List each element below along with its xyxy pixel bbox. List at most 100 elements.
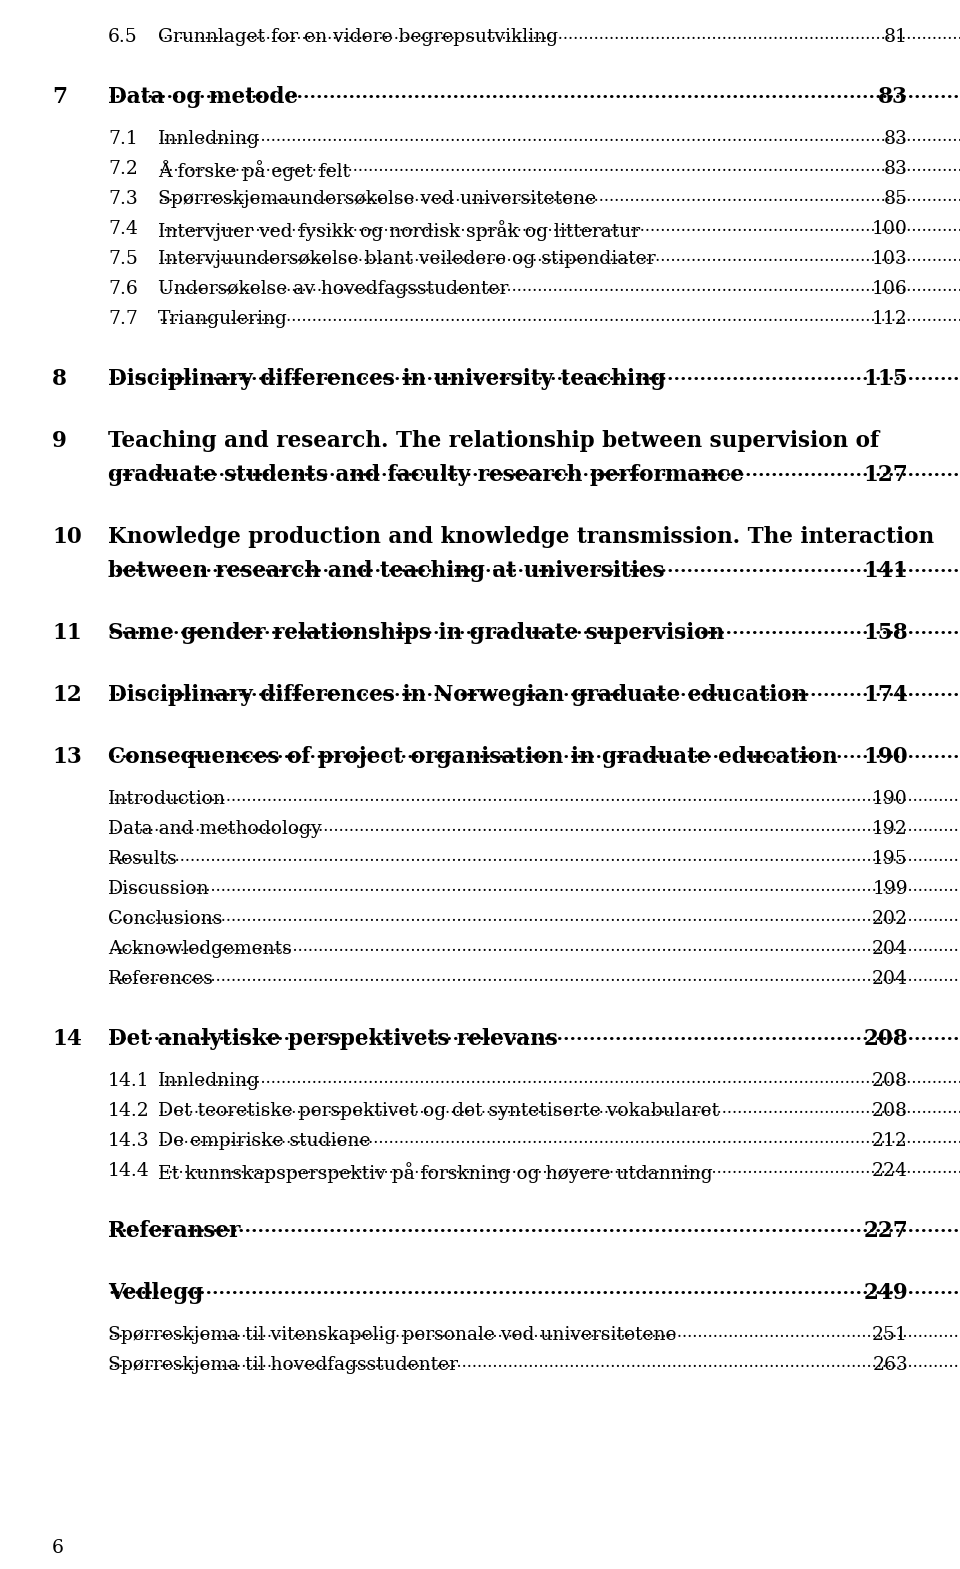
Text: Introduction: Introduction <box>108 791 226 808</box>
Text: 212: 212 <box>872 1131 908 1150</box>
Text: ................................................................................: ........................................… <box>158 25 960 42</box>
Text: 14.2: 14.2 <box>108 1101 150 1120</box>
Text: ................................................................................: ........................................… <box>108 1026 960 1043</box>
Text: Vedlegg: Vedlegg <box>108 1282 204 1304</box>
Text: 14.1: 14.1 <box>108 1072 150 1090</box>
Text: ................................................................................: ........................................… <box>108 1324 960 1340</box>
Text: ................................................................................: ........................................… <box>108 847 960 865</box>
Text: Triangulering: Triangulering <box>158 311 288 328</box>
Text: 7.1: 7.1 <box>108 130 137 147</box>
Text: 208: 208 <box>872 1101 908 1120</box>
Text: 13: 13 <box>52 745 82 767</box>
Text: 251: 251 <box>872 1326 908 1345</box>
Text: 106: 106 <box>873 279 908 298</box>
Text: 202: 202 <box>872 910 908 927</box>
Text: ................................................................................: ........................................… <box>108 1354 960 1371</box>
Text: ................................................................................: ........................................… <box>158 218 960 235</box>
Text: ................................................................................: ........................................… <box>158 1130 960 1147</box>
Text: 208: 208 <box>872 1072 908 1090</box>
Text: 14.4: 14.4 <box>108 1163 150 1180</box>
Text: 7.7: 7.7 <box>108 311 138 328</box>
Text: 9: 9 <box>52 430 67 452</box>
Text: ................................................................................: ........................................… <box>108 85 960 102</box>
Text: Et kunnskapsperspektiv på forskning og høyere utdanning: Et kunnskapsperspektiv på forskning og h… <box>158 1163 712 1183</box>
Text: ................................................................................: ........................................… <box>108 907 960 924</box>
Text: 190: 190 <box>863 745 908 767</box>
Text: 7.2: 7.2 <box>108 160 138 177</box>
Text: 81: 81 <box>884 28 908 46</box>
Text: Grunnlaget for en videre begrepsutvikling: Grunnlaget for en videre begrepsutviklin… <box>158 28 558 46</box>
Text: 83: 83 <box>884 160 908 177</box>
Text: 204: 204 <box>872 970 908 988</box>
Text: 174: 174 <box>863 684 908 706</box>
Text: 7.4: 7.4 <box>108 220 138 238</box>
Text: ................................................................................: ........................................… <box>108 1280 960 1298</box>
Text: 195: 195 <box>873 850 908 868</box>
Text: Innledning: Innledning <box>158 1072 260 1090</box>
Text: ................................................................................: ........................................… <box>158 1070 960 1087</box>
Text: ................................................................................: ........................................… <box>108 620 960 639</box>
Text: ................................................................................: ........................................… <box>108 683 960 700</box>
Text: ................................................................................: ........................................… <box>108 938 960 954</box>
Text: Same gender relationships in graduate supervision: Same gender relationships in graduate su… <box>108 621 724 643</box>
Text: 7: 7 <box>52 86 67 108</box>
Text: Data og metode: Data og metode <box>108 86 298 108</box>
Text: ................................................................................: ........................................… <box>108 877 960 894</box>
Text: 7.5: 7.5 <box>108 249 138 268</box>
Text: graduate students and faculty research performance: graduate students and faculty research p… <box>108 464 744 486</box>
Text: Results: Results <box>108 850 178 868</box>
Text: Intervjuer ved fysikk og nordisk språk og litteratur: Intervjuer ved fysikk og nordisk språk o… <box>158 220 640 242</box>
Text: 10: 10 <box>52 526 82 548</box>
Text: 12: 12 <box>52 684 82 706</box>
Text: Spørreskjema til vitenskapelig personale ved universitetene: Spørreskjema til vitenskapelig personale… <box>108 1326 677 1345</box>
Text: 224: 224 <box>872 1163 908 1180</box>
Text: Å forske på eget felt: Å forske på eget felt <box>158 160 350 180</box>
Text: Det analytiske perspektivets relevans: Det analytiske perspektivets relevans <box>108 1028 558 1050</box>
Text: 199: 199 <box>873 880 908 897</box>
Text: 103: 103 <box>873 249 908 268</box>
Text: ................................................................................: ........................................… <box>108 461 960 480</box>
Text: ................................................................................: ........................................… <box>108 817 960 835</box>
Text: Referanser: Referanser <box>108 1221 240 1243</box>
Text: ................................................................................: ........................................… <box>108 968 960 985</box>
Text: 227: 227 <box>863 1221 908 1243</box>
Text: 249: 249 <box>863 1282 908 1304</box>
Text: Intervjuundersøkelse blant veiledere og stipendiater: Intervjuundersøkelse blant veiledere og … <box>158 249 656 268</box>
Text: ................................................................................: ........................................… <box>108 559 960 576</box>
Text: 127: 127 <box>863 464 908 486</box>
Text: Det teoretiske perspektivet og det syntetiserte vokabularet: Det teoretiske perspektivet og det synte… <box>158 1101 719 1120</box>
Text: 6.5: 6.5 <box>108 28 137 46</box>
Text: ................................................................................: ........................................… <box>108 744 960 763</box>
Text: ................................................................................: ........................................… <box>108 788 960 805</box>
Text: 100: 100 <box>872 220 908 238</box>
Text: ................................................................................: ........................................… <box>158 1159 960 1177</box>
Text: Innledning: Innledning <box>158 130 260 147</box>
Text: Discussion: Discussion <box>108 880 209 897</box>
Text: 11: 11 <box>52 621 82 643</box>
Text: Undersøkelse av hovedfagsstudenter: Undersøkelse av hovedfagsstudenter <box>158 279 509 298</box>
Text: ................................................................................: ........................................… <box>158 1100 960 1117</box>
Text: ................................................................................: ........................................… <box>108 1218 960 1236</box>
Text: Disciplinary differences in university teaching: Disciplinary differences in university t… <box>108 369 665 391</box>
Text: ................................................................................: ........................................… <box>158 278 960 295</box>
Text: Disciplinary differences in Norwegian graduate education: Disciplinary differences in Norwegian gr… <box>108 684 807 706</box>
Text: 8: 8 <box>52 369 67 391</box>
Text: ................................................................................: ........................................… <box>158 188 960 204</box>
Text: ................................................................................: ........................................… <box>108 366 960 384</box>
Text: 85: 85 <box>884 190 908 209</box>
Text: 158: 158 <box>863 621 908 643</box>
Text: 6: 6 <box>52 1539 64 1556</box>
Text: 83: 83 <box>878 86 908 108</box>
Text: 83: 83 <box>884 130 908 147</box>
Text: 7.3: 7.3 <box>108 190 137 209</box>
Text: between research and teaching at universities: between research and teaching at univers… <box>108 560 664 582</box>
Text: 112: 112 <box>873 311 908 328</box>
Text: ................................................................................: ........................................… <box>158 127 960 144</box>
Text: Conclusions: Conclusions <box>108 910 223 927</box>
Text: Data and methodology: Data and methodology <box>108 821 322 838</box>
Text: Acknowledgements: Acknowledgements <box>108 940 292 959</box>
Text: Knowledge production and knowledge transmission. The interaction: Knowledge production and knowledge trans… <box>108 526 934 548</box>
Text: 141: 141 <box>863 560 908 582</box>
Text: 192: 192 <box>873 821 908 838</box>
Text: 204: 204 <box>872 940 908 959</box>
